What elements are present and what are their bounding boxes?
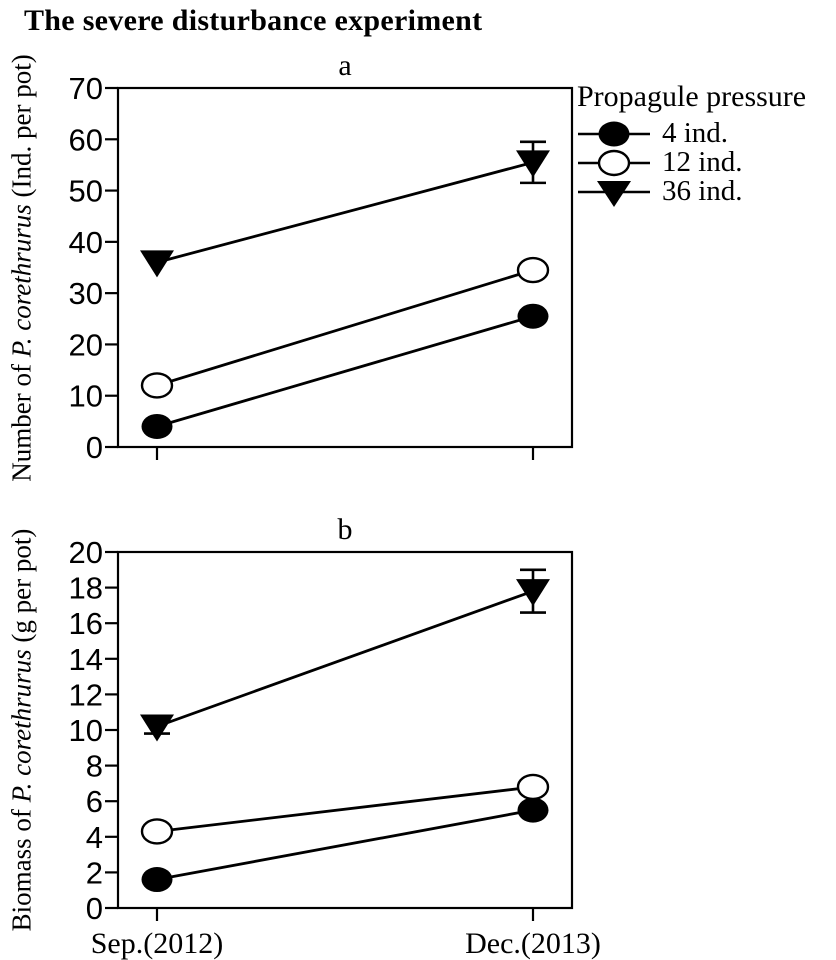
y-tick-label: 60 — [69, 122, 103, 157]
open-circle-marker — [516, 256, 550, 284]
plot-box-b — [116, 550, 574, 910]
plot-box-a — [116, 86, 574, 449]
series-line-36-ind — [156, 161, 534, 264]
y-tick-label: 0 — [86, 891, 103, 926]
legend: Propagule pressure 4 ind. 12 ind. 36 ind. — [577, 80, 833, 207]
legend-item-label: 36 ind. — [662, 175, 743, 207]
open-circle-marker — [140, 372, 174, 399]
y-tick-label: 16 — [69, 606, 103, 641]
y-tick-label: 8 — [86, 749, 103, 784]
legend-item: 4 ind. — [577, 117, 833, 149]
y-tick-label: 10 — [69, 713, 103, 748]
y-axis-label-species: P. corethrurus — [6, 204, 37, 358]
legend-item: 36 ind. — [577, 175, 833, 207]
open-circle-marker — [140, 818, 174, 845]
filled-triangle-down-marker — [140, 714, 174, 742]
series-line-12-ind — [156, 785, 534, 833]
y-tick-label: 12 — [69, 677, 103, 712]
series-line-4-ind — [156, 808, 534, 881]
y-axis-label-panel-b: Biomass of P. corethrurus (g per pot) — [7, 529, 38, 932]
filled-triangle-down-marker — [516, 579, 550, 607]
y-tick-label: 20 — [69, 535, 103, 570]
panel-label-a: a — [338, 49, 351, 82]
y-axis-label-unit: (g per pot) — [6, 528, 37, 650]
open-circle-icon — [597, 149, 631, 176]
filled-circle-marker — [517, 303, 549, 329]
y-tick-label: 6 — [86, 784, 103, 819]
y-tick-label: 2 — [86, 855, 103, 890]
filled-triangle-down-legend-sample — [578, 180, 650, 207]
open-circle-legend-sample — [578, 149, 650, 176]
y-tick-label: 30 — [69, 276, 103, 311]
y-tick-label: 0 — [86, 430, 103, 465]
filled-circle-legend-sample — [578, 121, 650, 146]
filled-circle-marker — [517, 797, 549, 823]
y-tick-label: 18 — [69, 571, 103, 606]
legend-title: Propagule pressure — [577, 80, 807, 113]
series-line-36-ind — [156, 589, 534, 728]
y-tick-label: 40 — [69, 225, 103, 260]
filled-triangle-down-marker — [516, 150, 550, 178]
y-tick-label: 10 — [69, 379, 103, 414]
y-axis-label-text: Biomass of — [6, 802, 37, 932]
y-axis-label-text: Number of — [6, 357, 37, 482]
y-tick-label: 70 — [69, 71, 103, 106]
legend-items: 4 ind. 12 ind. 36 ind. — [577, 117, 833, 207]
legend-item: 12 ind. — [577, 146, 833, 178]
filled-triangle-down-icon — [597, 180, 631, 207]
filled-circle-marker — [141, 413, 173, 439]
legend-item-label: 4 ind. — [662, 117, 729, 149]
y-axis-label-panel-a: Number of P. corethrurus (Ind. per pot) — [7, 54, 38, 481]
x-tick-label: Sep.(2012) — [91, 927, 223, 960]
y-tick-label: 20 — [69, 327, 103, 362]
filled-circle-marker — [141, 867, 173, 893]
filled-triangle-down-marker — [140, 250, 174, 278]
y-axis-label-unit: (Ind. per pot) — [6, 54, 37, 205]
x-tick-label: Dec.(2013) — [465, 927, 601, 960]
series-line-12-ind — [156, 268, 534, 387]
y-tick-label: 14 — [69, 642, 103, 677]
filled-circle-icon — [598, 121, 630, 146]
figure-title: The severe disturbance experiment — [24, 4, 483, 37]
y-axis-label-species: P. corethrurus — [6, 649, 37, 803]
y-tick-label: 4 — [86, 820, 103, 855]
series-line-4-ind — [156, 314, 534, 428]
panel-label-b: b — [338, 513, 353, 546]
y-tick-label: 50 — [69, 174, 103, 209]
legend-item-label: 12 ind. — [662, 146, 743, 178]
open-circle-marker — [516, 773, 550, 801]
